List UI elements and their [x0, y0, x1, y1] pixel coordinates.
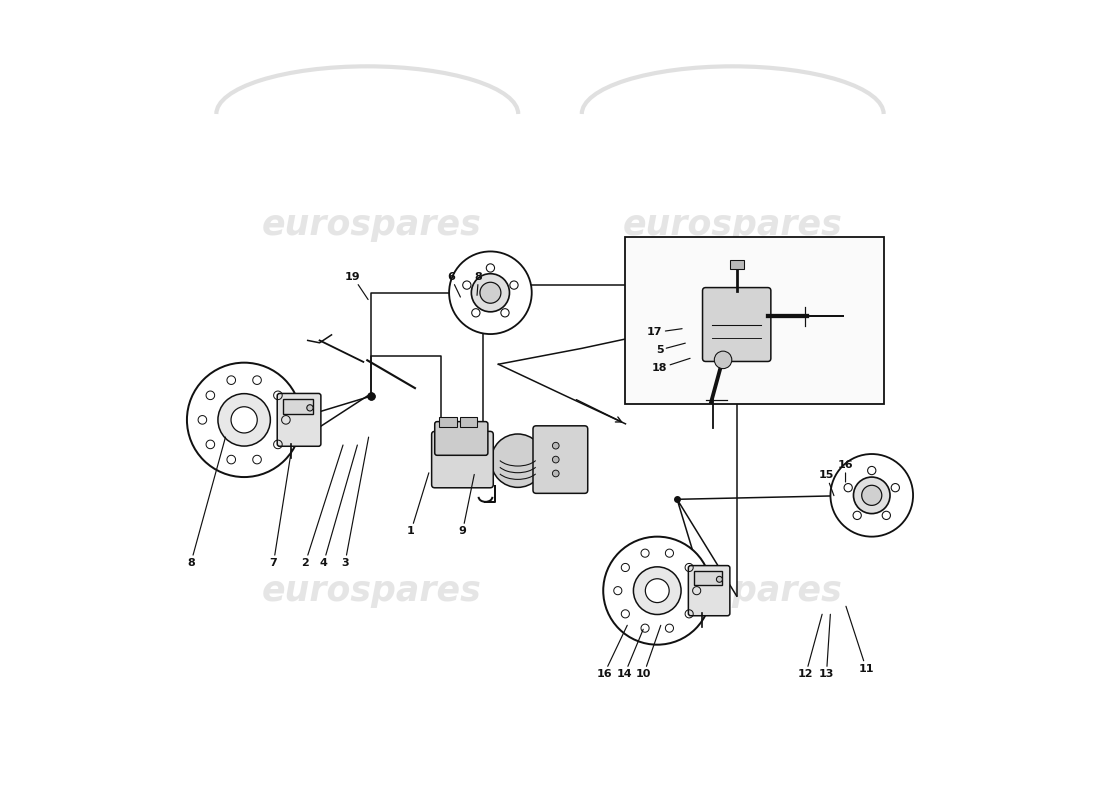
Text: 8: 8 — [187, 437, 225, 568]
Circle shape — [500, 309, 509, 317]
FancyBboxPatch shape — [277, 394, 321, 446]
Circle shape — [830, 454, 913, 537]
Circle shape — [852, 511, 861, 519]
Circle shape — [187, 362, 301, 477]
Circle shape — [552, 442, 559, 449]
Text: 13: 13 — [818, 614, 834, 679]
Text: eurospares: eurospares — [262, 208, 481, 242]
Circle shape — [552, 456, 559, 463]
Bar — [439, 418, 456, 427]
Circle shape — [634, 567, 681, 614]
Circle shape — [510, 281, 518, 290]
Bar — [460, 418, 477, 427]
Text: 14: 14 — [617, 630, 643, 679]
Circle shape — [491, 434, 544, 487]
Text: eurospares: eurospares — [262, 574, 481, 608]
Text: 7: 7 — [270, 449, 292, 568]
Circle shape — [844, 483, 852, 492]
Text: 1: 1 — [407, 473, 429, 536]
FancyBboxPatch shape — [689, 566, 730, 616]
Circle shape — [603, 537, 712, 645]
Text: 9: 9 — [459, 474, 474, 536]
Text: 12: 12 — [799, 614, 822, 679]
Circle shape — [218, 394, 271, 446]
Circle shape — [472, 309, 480, 317]
Text: 5: 5 — [656, 343, 685, 355]
FancyBboxPatch shape — [431, 431, 493, 488]
Text: 15: 15 — [818, 470, 834, 496]
Text: 8: 8 — [474, 272, 483, 295]
FancyBboxPatch shape — [703, 287, 771, 362]
Circle shape — [716, 576, 723, 582]
Text: eurospares: eurospares — [623, 574, 843, 608]
Circle shape — [861, 486, 882, 506]
Circle shape — [307, 405, 314, 411]
Circle shape — [714, 351, 732, 369]
Circle shape — [472, 274, 509, 312]
Circle shape — [891, 483, 900, 492]
Text: 17: 17 — [647, 327, 682, 338]
Bar — [626, 237, 883, 404]
Circle shape — [854, 477, 890, 514]
Circle shape — [463, 281, 471, 290]
Text: eurospares: eurospares — [623, 208, 843, 242]
Text: 11: 11 — [846, 606, 873, 674]
Circle shape — [449, 251, 531, 334]
Circle shape — [486, 264, 495, 272]
Circle shape — [231, 406, 257, 433]
Text: 10: 10 — [636, 626, 661, 679]
Text: 4: 4 — [320, 445, 358, 568]
Circle shape — [868, 466, 876, 474]
Text: 2: 2 — [301, 445, 343, 568]
Bar — [729, 260, 744, 270]
Text: 16: 16 — [838, 460, 854, 482]
Text: 16: 16 — [596, 626, 627, 679]
Circle shape — [882, 511, 891, 519]
FancyBboxPatch shape — [534, 426, 587, 494]
Text: 3: 3 — [341, 437, 368, 568]
Circle shape — [646, 578, 669, 602]
Text: 19: 19 — [345, 272, 368, 299]
Bar — [694, 570, 723, 586]
Text: 18: 18 — [652, 358, 690, 374]
Circle shape — [480, 282, 501, 303]
Bar — [283, 398, 313, 414]
Circle shape — [552, 470, 559, 477]
Text: 6: 6 — [447, 272, 461, 297]
FancyBboxPatch shape — [434, 422, 488, 455]
